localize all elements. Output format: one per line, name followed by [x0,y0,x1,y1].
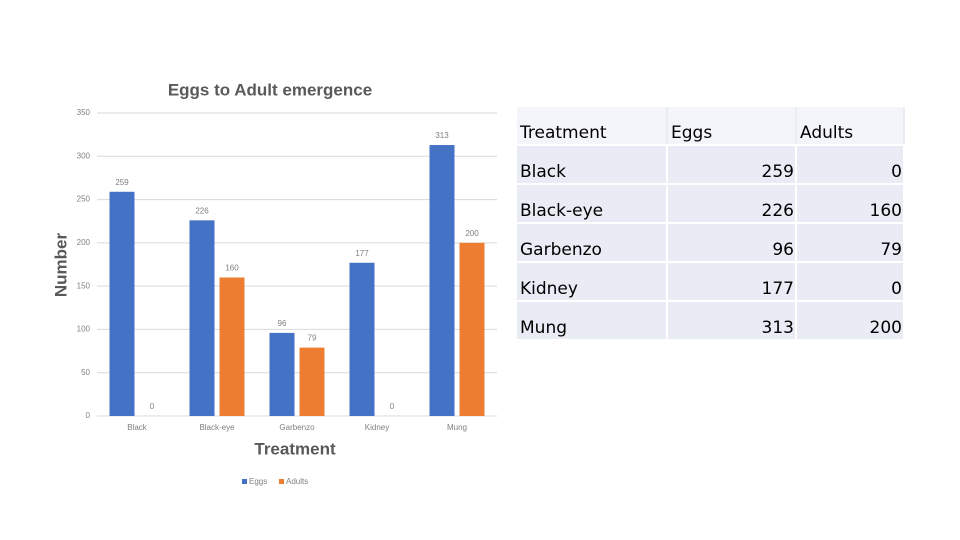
table-cell-text: Mung [520,318,567,338]
y-tick-label: 0 [86,411,91,420]
bar [219,277,245,416]
value-label: 226 [195,206,209,215]
bar [429,145,455,416]
value-label: 0 [390,402,395,411]
legend-label: Eggs [249,477,267,486]
y-tick-label: 350 [77,108,91,117]
table-cell-text: 313 [762,318,794,338]
table-cell [517,224,666,261]
table-cell [668,263,795,300]
value-label: 313 [435,131,449,140]
table-cell-text: 200 [870,318,902,338]
table-cell [797,185,903,222]
value-label: 79 [308,334,317,343]
y-tick-label: 250 [77,195,91,204]
table-cell [517,263,666,300]
table-cell [797,224,903,261]
legend-swatch [279,479,284,484]
chart-title: Eggs to Adult emergence [168,80,372,99]
table-header: Eggs [671,123,712,143]
table-cell [517,185,666,222]
table-cell [517,107,666,144]
value-label: 0 [150,402,155,411]
y-tick-label: 100 [77,325,91,334]
table-header: Adults [800,123,853,143]
y-tick-label: 50 [81,368,90,377]
table-cell [668,224,795,261]
bar [269,332,295,416]
value-label: 177 [355,249,369,258]
table-cell-text: Garbenzo [520,240,602,260]
table-cell [668,146,795,183]
bar [299,347,325,416]
table-cell-text: 160 [870,201,902,221]
x-tick-label: Mung [447,423,467,432]
x-tick-label: Black [127,423,148,432]
y-tick-label: 300 [77,151,91,160]
table-cell [797,146,903,183]
legend-label: Adults [286,477,308,486]
table-cell [517,146,666,183]
table-cell-text: 226 [762,201,794,221]
y-tick-label: 200 [77,238,91,247]
table-cell [668,185,795,222]
table-cell [797,263,903,300]
table-cell-text: 79 [880,240,902,260]
x-tick-label: Black-eye [199,423,235,432]
x-tick-label: Garbenzo [279,423,315,432]
table-cell-text: 96 [772,240,794,260]
table-cell [517,302,666,339]
table-cell-text: 259 [762,162,794,182]
legend-swatch [242,479,247,484]
x-axis-label: Treatment [254,439,336,458]
table-cell-text: 0 [891,162,902,182]
value-label: 160 [225,264,239,273]
bar [459,242,485,416]
value-label: 259 [115,178,129,187]
table-cell-text: 0 [891,279,902,299]
table-header: Treatment [519,123,607,143]
table-cell-text: Black-eye [520,201,603,221]
value-label: 200 [465,229,479,238]
bar [349,262,375,416]
y-axis-label: Number [51,233,70,298]
value-label: 96 [278,319,287,328]
table-cell-text: Kidney [520,279,578,299]
table-cell [797,302,903,339]
bar [189,220,215,416]
y-tick-label: 150 [77,281,91,290]
table-cell-text: Black [520,162,566,182]
table-cell [668,107,795,144]
table-cell-text: 177 [762,279,794,299]
bar [109,191,135,416]
table-cell [668,302,795,339]
x-tick-label: Kidney [365,423,389,432]
table-cell [797,107,903,144]
